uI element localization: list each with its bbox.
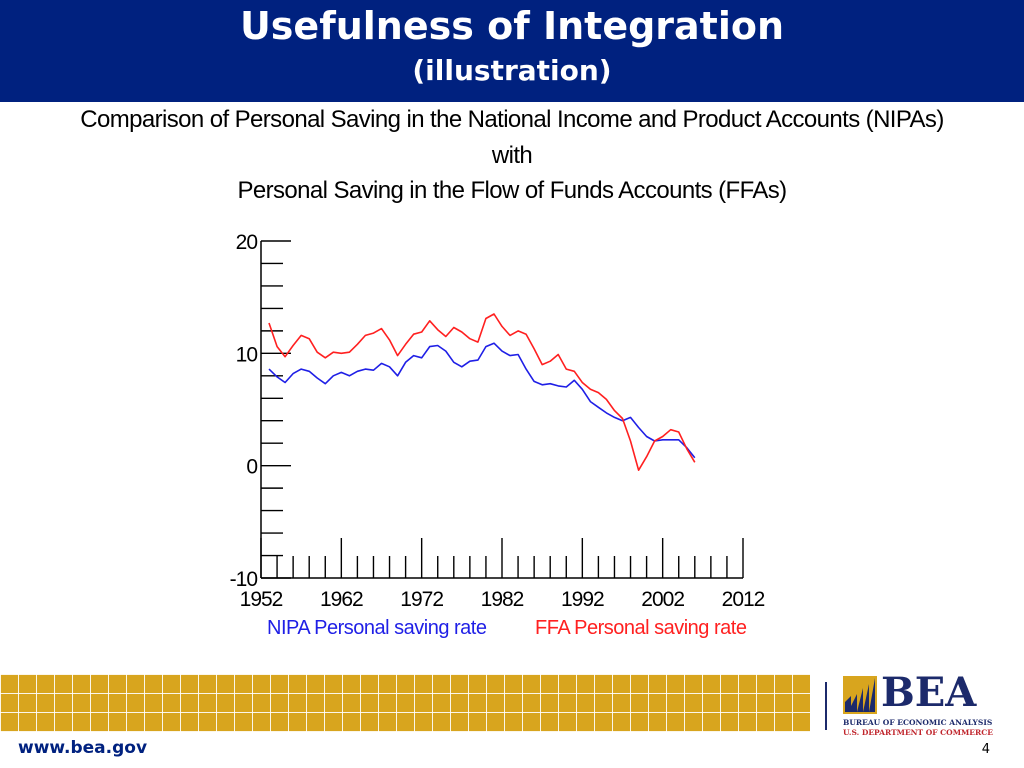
chart-title-line-1: Comparison of Personal Saving in the Nat… (80, 106, 944, 133)
slide-header: Usefulness of Integration (illustration) (0, 0, 1024, 102)
slide-title: Usefulness of Integration (239, 4, 785, 48)
slide-subtitle: (illustration) (412, 54, 612, 87)
bea-logo-department: U.S. DEPARTMENT OF COMMERCE (843, 728, 993, 737)
footer-divider (825, 682, 827, 730)
bea-logo-word: BEA (881, 669, 977, 716)
bea-logo-bureau: BUREAU OF ECONOMIC ANALYSIS (843, 718, 993, 727)
y-tick-label: -10 (230, 568, 258, 591)
line-chart: -10 0 10 20 1952 1962 1972 1982 1992 2002 2012 (230, 231, 766, 611)
footer-url-link[interactable]: www.bea.gov (18, 738, 148, 758)
y-tick-label: 10 (236, 343, 258, 366)
x-tick-label: 1962 (320, 588, 363, 611)
bea-logo: BEA BUREAU OF ECONOMIC ANALYSIS U.S. DEP… (843, 670, 993, 738)
y-tick-label: 20 (236, 231, 258, 254)
x-tick-label: 2002 (641, 588, 684, 611)
x-tick-label: 1972 (400, 588, 443, 611)
legend-ffa: FFA Personal saving rate (535, 617, 747, 639)
footer-grid-band (0, 674, 810, 732)
page-number: 4 (981, 742, 990, 757)
series-line-ffa (268, 313, 696, 472)
x-tick-label: 1992 (561, 588, 604, 611)
x-tick-label: 2012 (722, 588, 765, 611)
chart-title-line-3: Personal Saving in the Flow of Funds Acc… (237, 177, 787, 204)
bea-logo-icon (843, 676, 877, 714)
x-tick-label: 1982 (481, 588, 524, 611)
y-tick-label: 0 (246, 456, 257, 479)
x-tick-label: 1952 (240, 588, 283, 611)
legend-nipa: NIPA Personal saving rate (267, 617, 487, 639)
chart-title-line-2: with (491, 142, 533, 169)
